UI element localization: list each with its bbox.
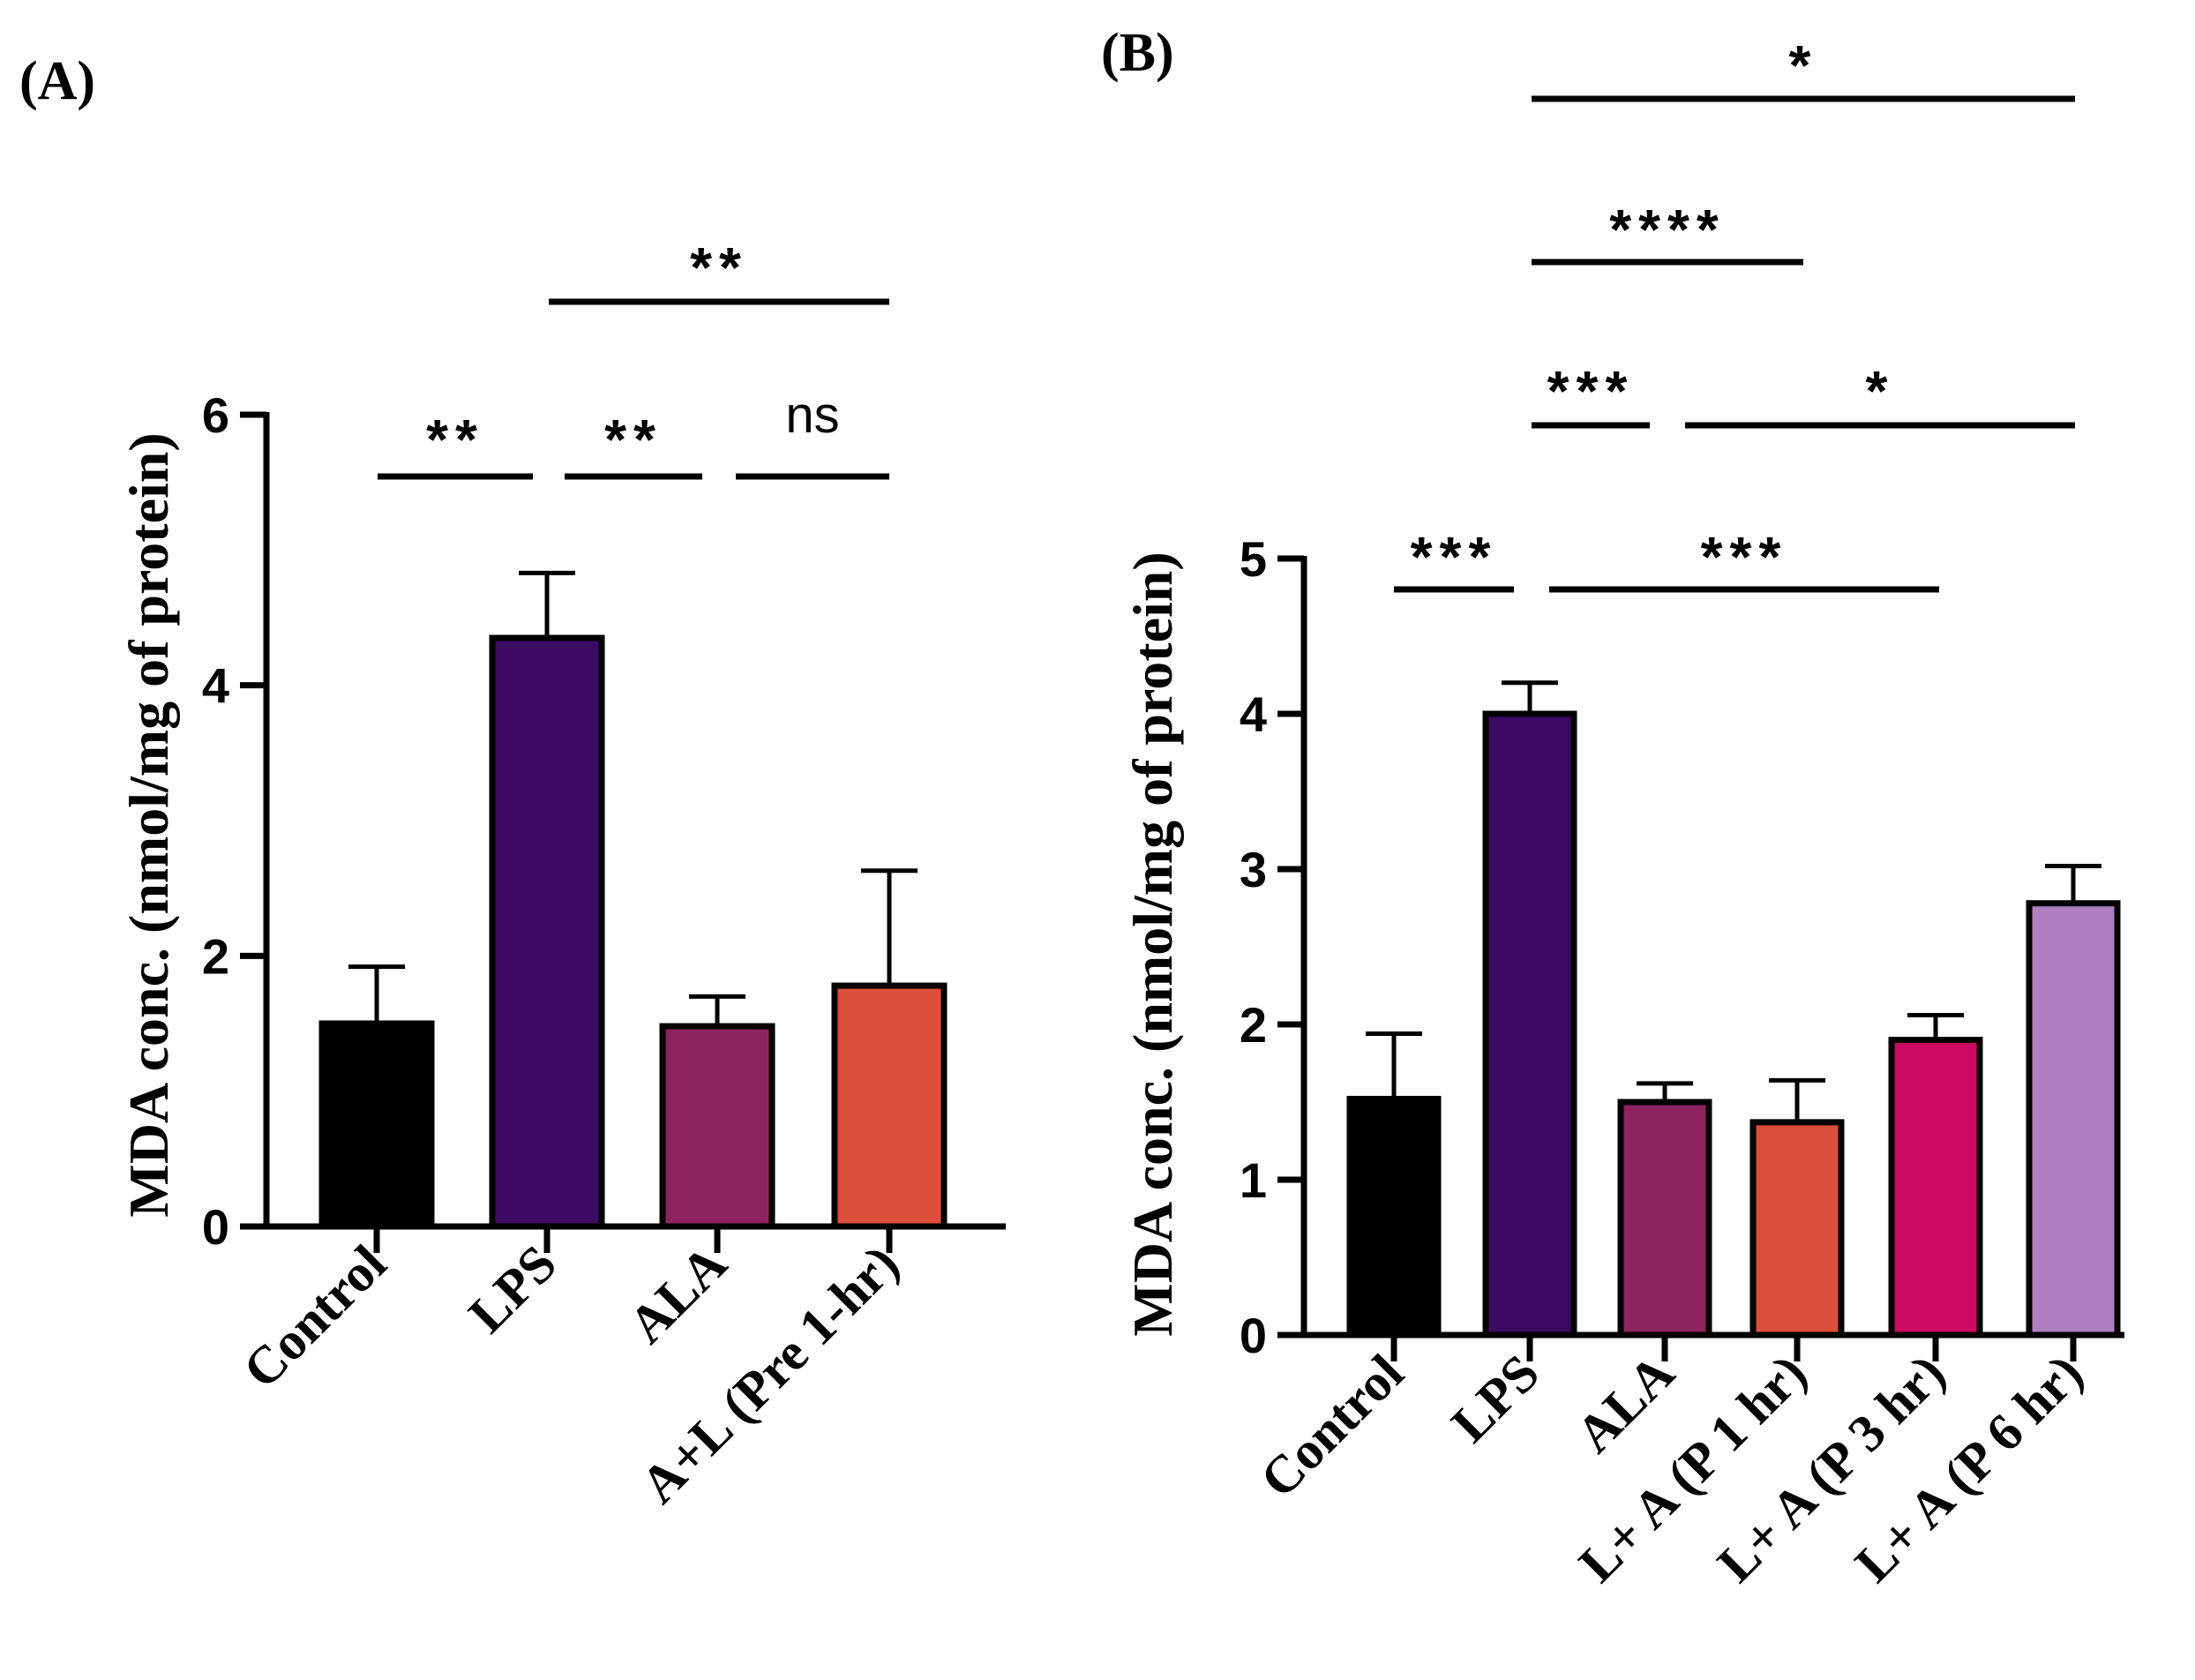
x-tick-label: Control xyxy=(232,1234,397,1399)
panel-a-bars xyxy=(318,634,948,1230)
y-tick-label: 2 xyxy=(202,928,229,984)
bar xyxy=(831,982,948,1230)
x-tick-label: LPS xyxy=(1441,1344,1550,1453)
y-tick-label: 1 xyxy=(1240,1152,1267,1208)
x-tick-label: LPS xyxy=(458,1234,567,1344)
panel-b-error-bars xyxy=(1366,680,2101,1122)
significance-label: *** xyxy=(1411,525,1498,589)
bar xyxy=(659,1023,775,1230)
panel-a-y-ticks: 0 2 4 6 xyxy=(202,387,266,1255)
y-tick-label: 0 xyxy=(1240,1308,1267,1363)
y-tick-label: 4 xyxy=(202,658,229,714)
panel-a-error-bars xyxy=(348,570,918,1027)
significance-label: *** xyxy=(1701,525,1788,589)
significance-label: *** xyxy=(1547,359,1635,423)
significance-label: ** xyxy=(604,408,663,471)
y-tick-label: 2 xyxy=(1240,997,1267,1053)
bar xyxy=(2026,900,2121,1339)
panel-b-y-ticks: 0 1 2 3 4 5 xyxy=(1240,531,1304,1363)
panel-b-significance: *** ****** ****** xyxy=(1394,34,2075,593)
y-tick-label: 3 xyxy=(1240,842,1267,897)
bar xyxy=(489,634,605,1230)
x-tick-label: Control xyxy=(1249,1344,1414,1509)
significance-label: * xyxy=(1789,34,1818,97)
significance-label: * xyxy=(1866,359,1895,423)
significance-label: **** xyxy=(1609,198,1726,261)
panel-a: (A) MDA conc. (nmol/mg of protein) 0246 … xyxy=(19,51,1006,1514)
bar xyxy=(1749,1119,1845,1339)
y-tick-label: 5 xyxy=(1240,531,1267,587)
y-tick-label: 6 xyxy=(202,387,229,443)
significance-label: ** xyxy=(690,236,748,299)
panel-a-significance: ** ** ns ** xyxy=(378,236,889,480)
significance-label: ns xyxy=(785,386,839,444)
panel-b-label: (B) xyxy=(1101,23,1174,83)
bar xyxy=(1888,1037,1983,1339)
bar xyxy=(1346,1095,1442,1339)
panel-a-label: (A) xyxy=(19,51,95,111)
panel-a-y-axis-title: MDA conc. (nmol/mg of protein) xyxy=(117,432,180,1217)
bar xyxy=(318,1020,435,1230)
panel-b: (B) MDA conc. (nmol/mg of protein) 0 1 2 3 4… xyxy=(1101,23,2124,1594)
y-tick-label: 0 xyxy=(202,1199,229,1255)
panel-b-y-axis-title: MDA conc. (nmol/mg of protein) xyxy=(1121,551,1184,1336)
bar xyxy=(1617,1099,1712,1339)
y-tick-label: 4 xyxy=(1240,686,1267,742)
bar xyxy=(1482,710,1577,1339)
significance-label: ** xyxy=(426,408,484,471)
panel-b-bars xyxy=(1346,710,2121,1339)
